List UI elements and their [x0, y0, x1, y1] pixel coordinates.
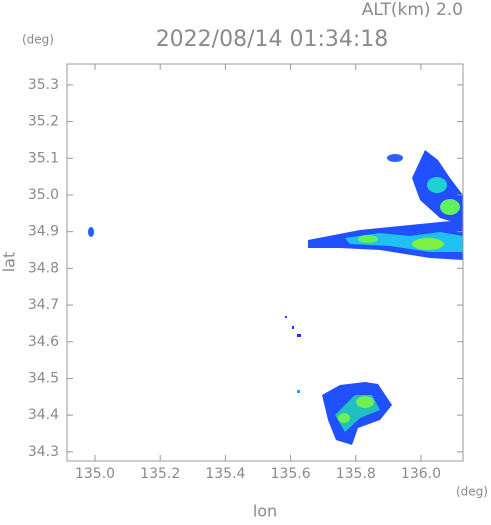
x-unit: (deg)	[456, 485, 488, 499]
echo	[412, 238, 444, 250]
echo	[285, 316, 287, 318]
x-tick-label: 135.2	[140, 466, 180, 482]
x-tick-label: 135.0	[75, 466, 115, 482]
y-tick-label: 34.5	[28, 370, 59, 386]
echo	[427, 177, 447, 193]
y-tick-label: 34.8	[28, 260, 59, 276]
y-axis-label: lat	[0, 252, 19, 273]
x-tick-label: 135.4	[205, 466, 245, 482]
altitude-label: ALT(km) 2.0	[362, 0, 463, 20]
y-tick-label: 35.0	[28, 187, 59, 203]
y-tick-label: 34.4	[28, 407, 59, 423]
echo	[338, 413, 350, 423]
y-tick-label: 34.3	[28, 444, 59, 460]
x-axis-label: lon	[253, 502, 277, 521]
echo	[387, 154, 403, 162]
y-tick-label: 34.7	[28, 297, 59, 313]
echo	[292, 326, 294, 329]
echo	[297, 334, 301, 337]
x-tick-label: 136.0	[401, 466, 441, 482]
y-tick-label: 35.2	[28, 114, 59, 130]
echo	[356, 396, 374, 408]
echo	[440, 199, 460, 215]
y-tick-label: 35.3	[28, 77, 59, 93]
chart-title: 2022/08/14 01:34:18	[156, 27, 389, 52]
x-tick-label: 135.8	[336, 466, 376, 482]
y-tick-label: 35.1	[28, 150, 59, 166]
echo	[297, 390, 300, 393]
y-tick-label: 34.9	[28, 224, 59, 240]
radar-echoes	[88, 150, 463, 445]
echo	[358, 235, 378, 243]
plot-frame	[66, 63, 464, 462]
echo	[88, 227, 94, 237]
y-unit: (deg)	[22, 33, 54, 47]
y-tick-label: 34.6	[28, 334, 59, 350]
x-tick-label: 135.6	[271, 466, 311, 482]
